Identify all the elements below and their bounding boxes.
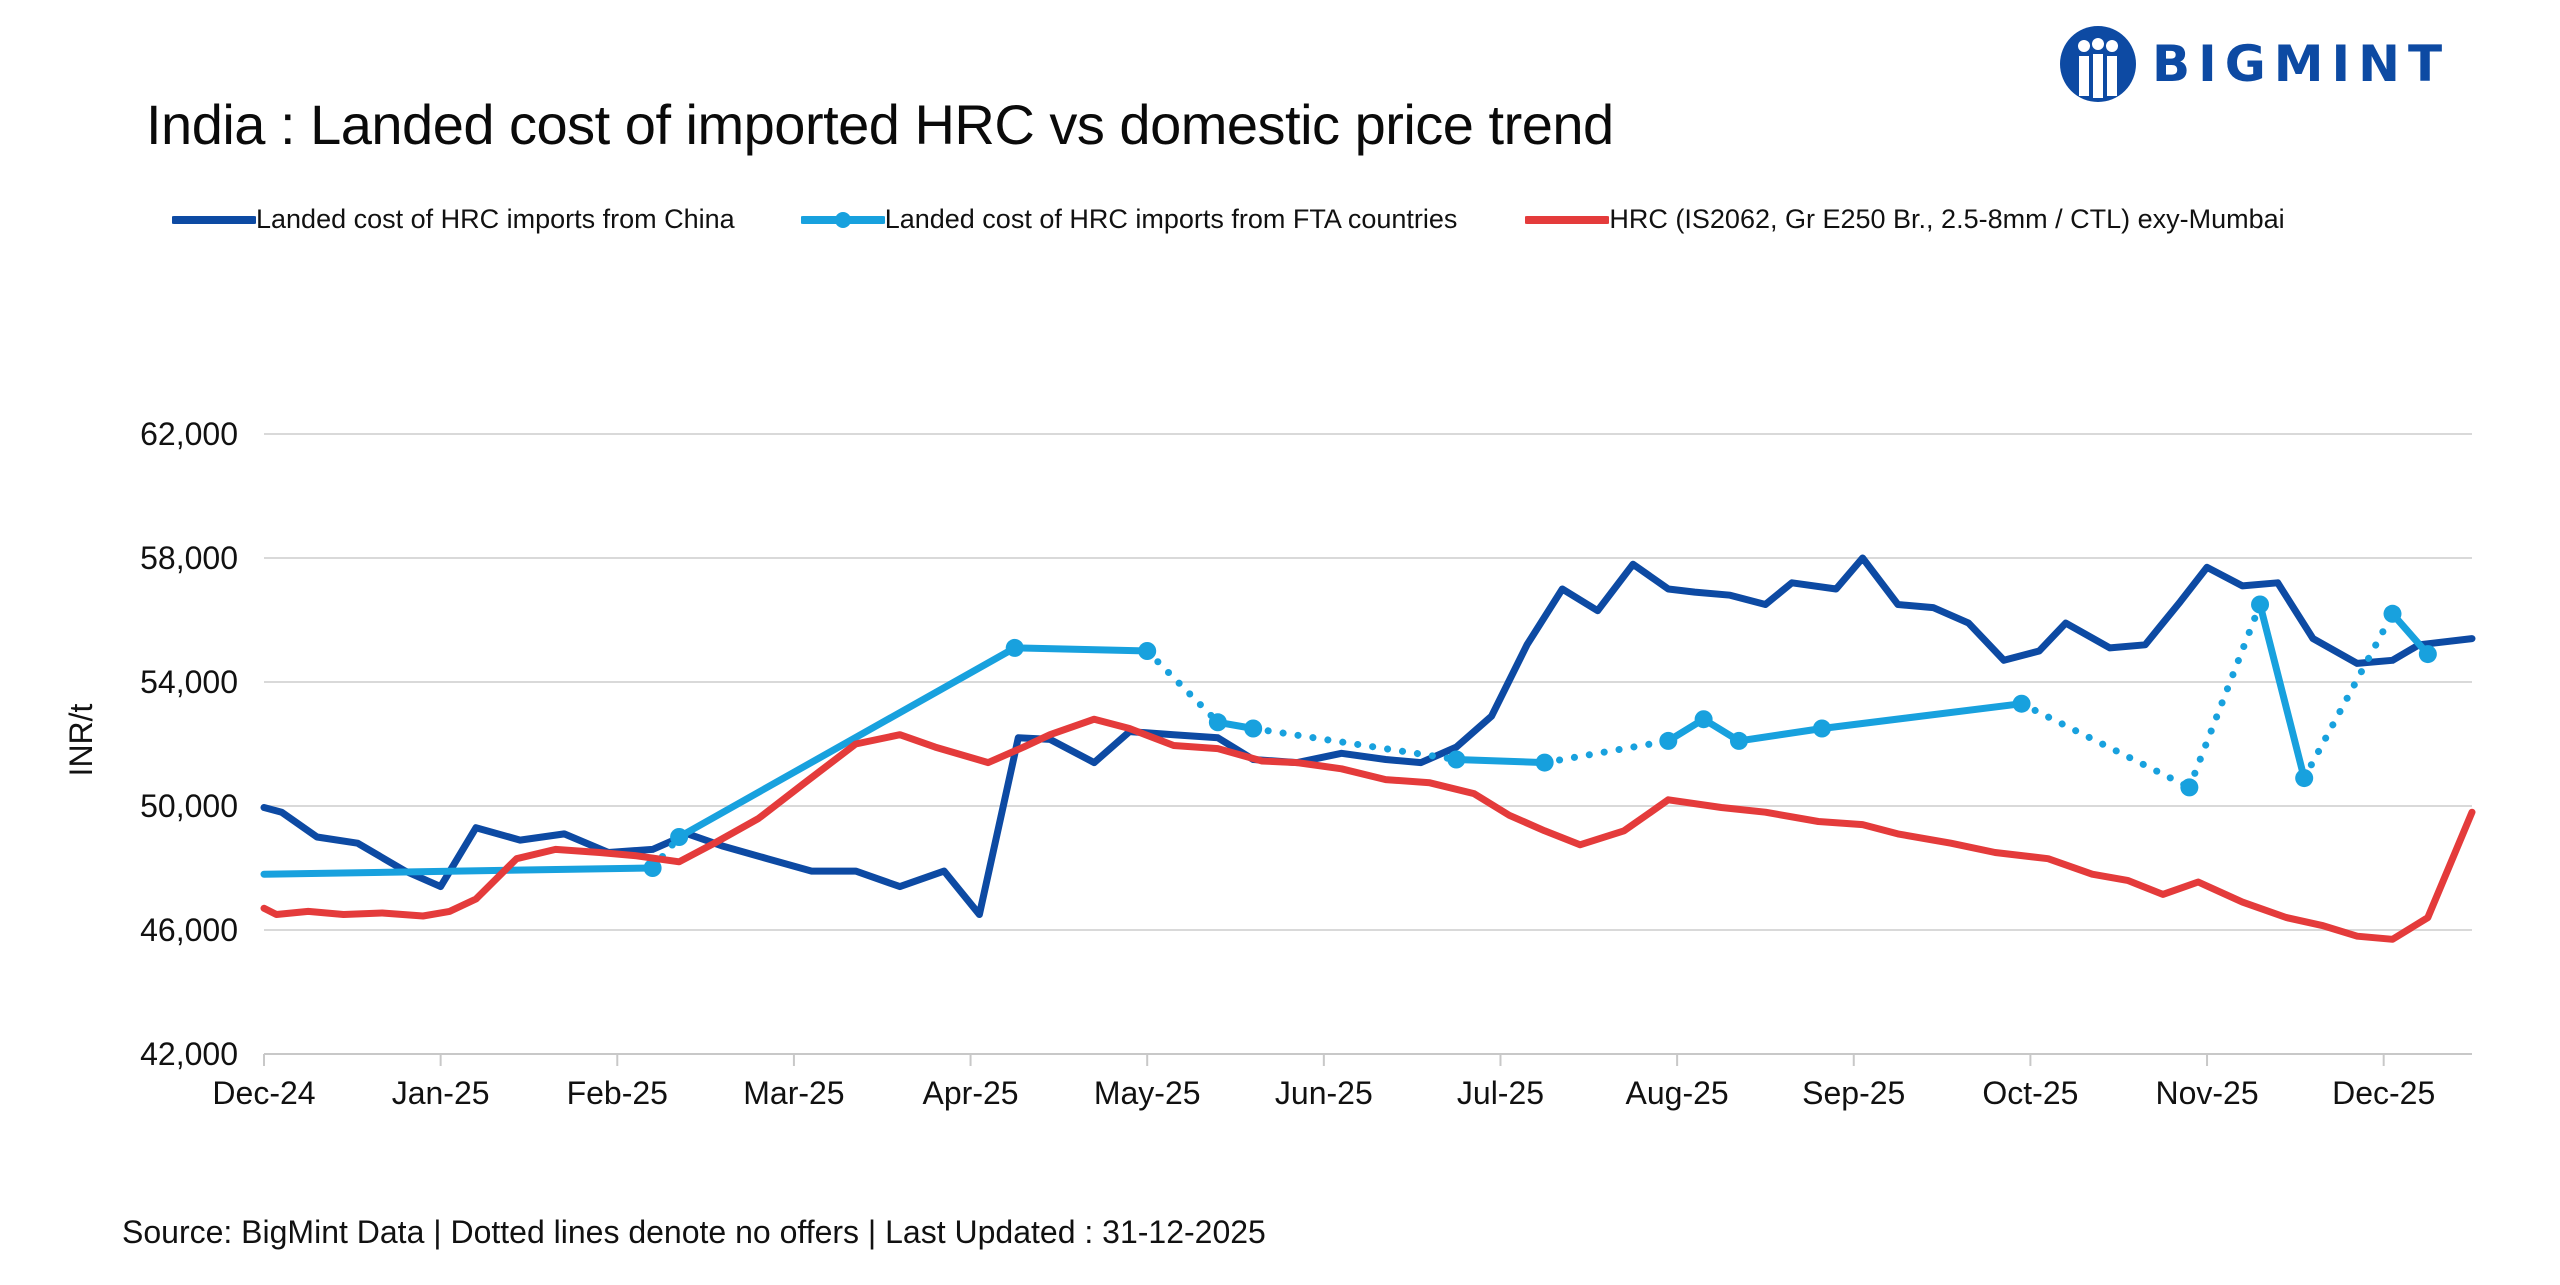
legend-label-china: Landed cost of HRC imports from China bbox=[256, 204, 735, 234]
bigmint-logo-text: BIGMINT bbox=[2152, 35, 2451, 93]
y-tick-label: 54,000 bbox=[140, 664, 238, 700]
data-point-1 bbox=[1659, 731, 1678, 750]
series-1 bbox=[260, 595, 2437, 878]
data-point-1 bbox=[1447, 750, 1466, 769]
data-point-1 bbox=[1535, 753, 1554, 772]
x-tick-label: Dec-24 bbox=[212, 1075, 315, 1111]
data-point-1 bbox=[2383, 604, 2402, 623]
x-tick-label: Sep-25 bbox=[1802, 1075, 1905, 1111]
legend-label-fta: Landed cost of HRC imports from FTA coun… bbox=[884, 204, 1458, 234]
series-dotted-segment-1 bbox=[2018, 700, 2193, 791]
series-line-2 bbox=[260, 715, 2476, 943]
bigmint-logo: BIGMINT bbox=[2058, 24, 2450, 104]
legend-item-fta: Landed cost of HRC imports from FTA coun… bbox=[800, 204, 1458, 235]
data-point-1 bbox=[2295, 769, 2314, 788]
y-tick-label: 50,000 bbox=[140, 788, 238, 824]
series-dotted-segment-1 bbox=[2300, 610, 2397, 782]
x-tick-label: Dec-25 bbox=[2332, 1075, 2435, 1111]
x-tick-label: Mar-25 bbox=[743, 1075, 844, 1111]
data-point-1 bbox=[1208, 713, 1227, 732]
series-dotted-segment-1 bbox=[1143, 647, 1222, 726]
legend-item-china: Landed cost of HRC imports from China bbox=[172, 204, 735, 235]
x-tick-label: Apr-25 bbox=[923, 1075, 1019, 1111]
series-layer bbox=[260, 554, 2476, 943]
data-point-1 bbox=[2180, 778, 2199, 797]
gridlines bbox=[264, 433, 2472, 1055]
series-dotted-segment-1 bbox=[1249, 725, 1460, 763]
y-axis: 42,000 46,000 50,000 54,000 58,000 62,000 bbox=[140, 416, 238, 1072]
series-0 bbox=[260, 554, 2476, 918]
legend-swatch-china bbox=[172, 215, 256, 224]
legend-item-domestic: HRC (IS2062, Gr E250 Br., 2.5-8mm / CTL)… bbox=[1525, 204, 2285, 235]
series-dotted-segment-1 bbox=[1541, 737, 1672, 767]
y-tick-label: 46,000 bbox=[140, 912, 238, 948]
legend-swatch-fta bbox=[800, 211, 885, 228]
data-point-1 bbox=[2418, 645, 2437, 664]
x-tick-label: Nov-25 bbox=[2155, 1075, 2258, 1111]
x-tick-label: Feb-25 bbox=[567, 1075, 668, 1111]
series-2 bbox=[260, 715, 2476, 943]
y-tick-label: 42,000 bbox=[140, 1036, 238, 1072]
series-dotted-segment-1 bbox=[2185, 601, 2264, 791]
data-point-1 bbox=[1005, 638, 1024, 657]
x-tick-label: Aug-25 bbox=[1626, 1075, 1729, 1111]
data-point-1 bbox=[2012, 694, 2031, 713]
data-point-1 bbox=[1244, 719, 1263, 738]
x-tick-label: Jan-25 bbox=[392, 1075, 490, 1111]
data-point-1 bbox=[1694, 710, 1713, 729]
y-tick-label: 58,000 bbox=[140, 540, 238, 576]
x-tick-label: May-25 bbox=[1094, 1075, 1201, 1111]
data-point-1 bbox=[1138, 642, 1157, 660]
data-point-1 bbox=[1729, 731, 1748, 750]
chart-legend: Landed cost of HRC imports from China La… bbox=[172, 204, 2353, 235]
legend-swatch-domestic bbox=[1525, 215, 1610, 224]
y-axis-label: INR/t bbox=[63, 703, 99, 776]
x-tick-label: Jun-25 bbox=[1275, 1075, 1373, 1111]
y-tick-label: 62,000 bbox=[140, 416, 238, 452]
data-point-1 bbox=[2251, 595, 2270, 614]
data-point-1 bbox=[643, 859, 662, 877]
data-point-1 bbox=[1812, 719, 1831, 738]
chart-title: India : Landed cost of imported HRC vs d… bbox=[146, 93, 1614, 156]
x-tick-label: Jul-25 bbox=[1457, 1075, 1544, 1111]
legend-label-domestic: HRC (IS2062, Gr E250 Br., 2.5-8mm / CTL)… bbox=[1609, 204, 2285, 234]
x-axis: Dec-24 Jan-25 Feb-25 Mar-25 Apr-25 May-25 Jun-… bbox=[212, 1054, 2435, 1111]
chart-footer-note: Source: BigMint Data | Dotted lines deno… bbox=[122, 1214, 1266, 1250]
series-line-0 bbox=[260, 554, 2476, 918]
data-point-1 bbox=[670, 828, 689, 846]
x-tick-label: Oct-25 bbox=[1982, 1075, 2078, 1111]
bigmint-logo-icon bbox=[2060, 26, 2136, 102]
